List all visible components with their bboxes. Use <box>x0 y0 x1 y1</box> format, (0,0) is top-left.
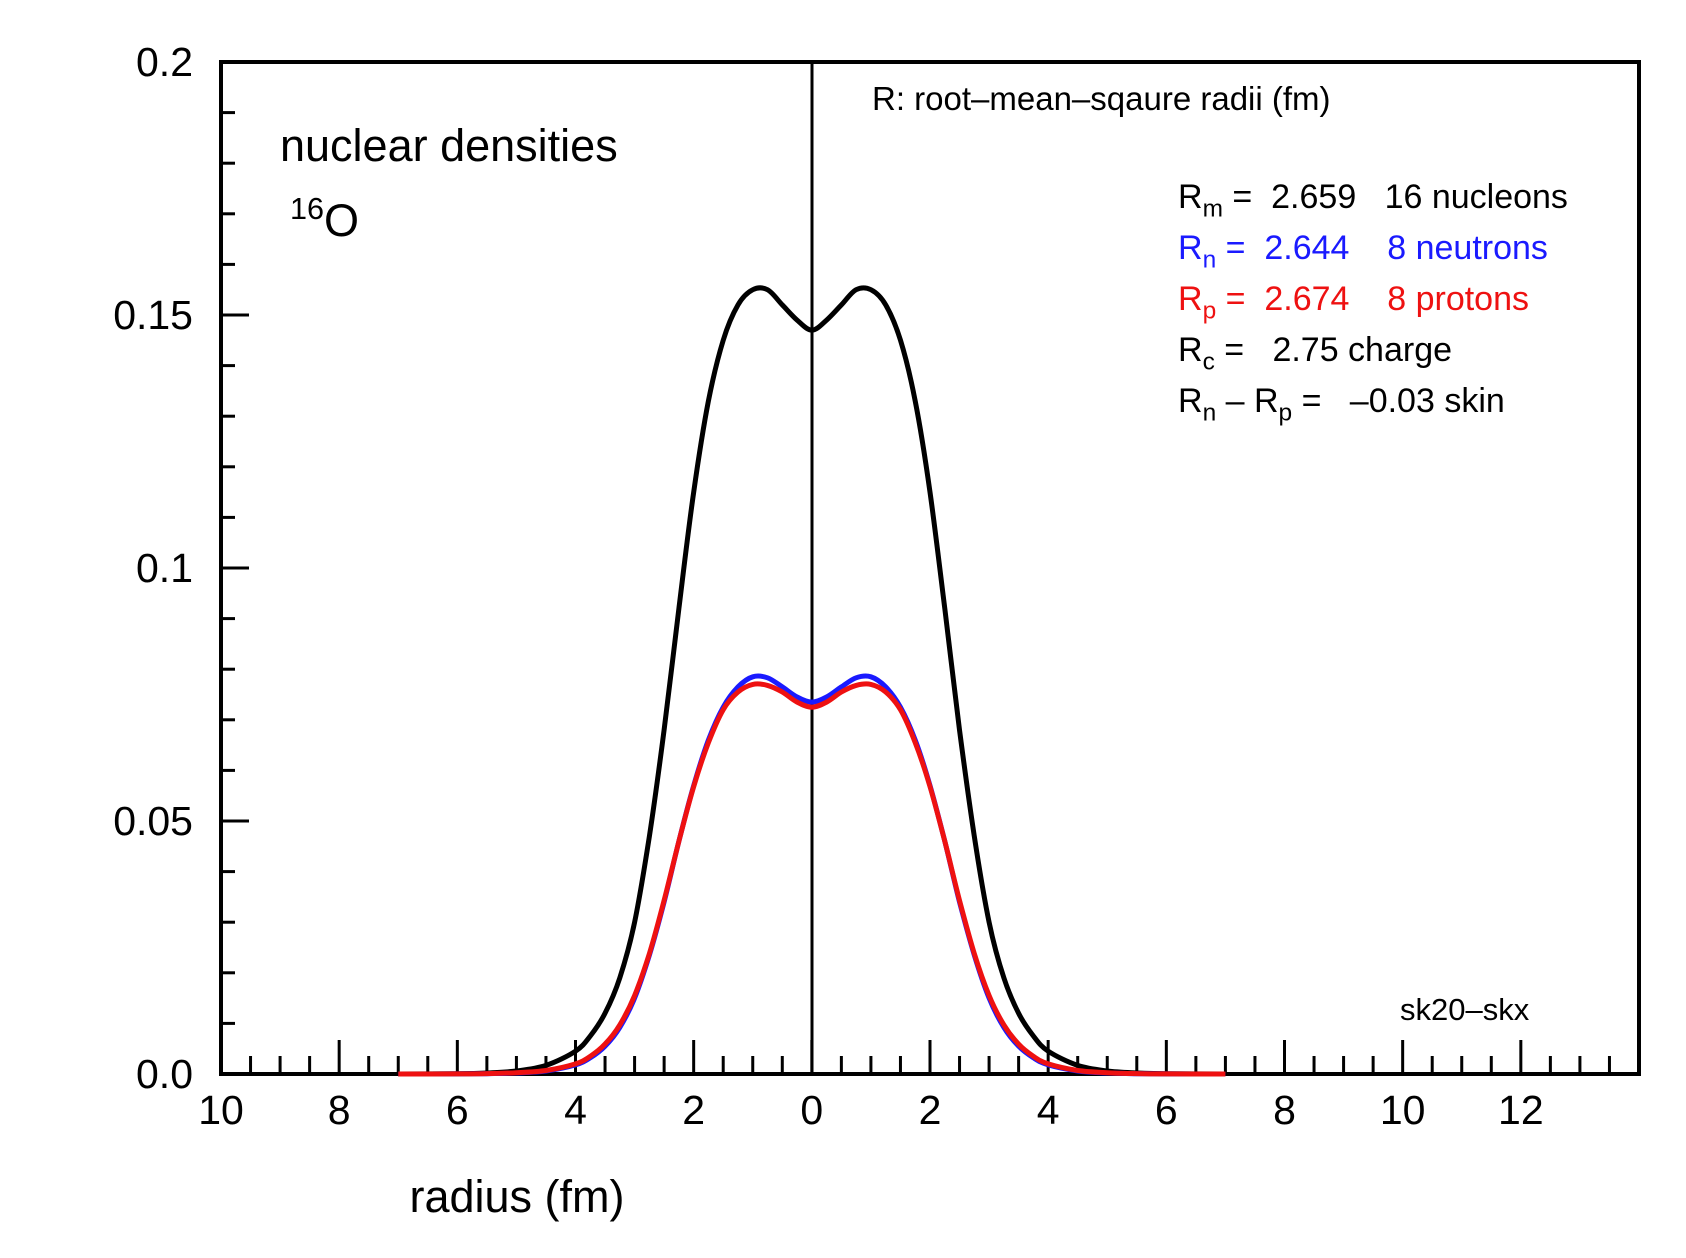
x-tick-label: 12 <box>1498 1087 1544 1133</box>
series-layer <box>398 285 1226 1077</box>
legend-symbol-2: R <box>1253 382 1279 420</box>
x-tick-label: 6 <box>446 1087 469 1133</box>
legend-symbol: R <box>1178 280 1203 318</box>
legend-subscript: c <box>1202 348 1215 376</box>
nucleus-symbol: O <box>324 194 360 246</box>
x-tick-label: 10 <box>198 1087 244 1133</box>
legend-header: R: root–mean–sqaure radii (fm) <box>872 80 1331 117</box>
legend-row-protons: Rp = 2.674 8 protons <box>1178 280 1529 326</box>
series-line-8-protons <box>398 681 1226 1077</box>
nucleus-mass-number: 16 <box>290 192 325 226</box>
x-tick-label: 2 <box>682 1087 705 1133</box>
footnote-label: sk20–skx <box>1400 992 1530 1027</box>
legend-row-nucleons: Rm = 2.659 16 nucleons <box>1178 178 1568 224</box>
chart-title: nuclear densities <box>280 120 618 171</box>
series-line-16-nucleons <box>398 285 1226 1077</box>
legend-row-charge: Rc = 2.75 charge <box>1178 331 1452 377</box>
nucleus-label: 16O <box>290 192 359 247</box>
y-tick-label: 0.15 <box>113 292 193 338</box>
x-tick-label: 8 <box>328 1087 351 1133</box>
x-axis-title: radius (fm) <box>409 1171 624 1222</box>
x-tick-label: 8 <box>1273 1087 1296 1133</box>
legend-symbol: R <box>1178 331 1203 369</box>
legend-text-2: = –0.03 skin <box>1292 382 1505 420</box>
legend-subscript: m <box>1202 195 1223 223</box>
y-tick-label: 0.05 <box>113 798 193 844</box>
legend-text: = 2.644 8 neutrons <box>1216 229 1548 267</box>
legend-symbol: R <box>1178 178 1203 216</box>
y-tick-label: 0.0 <box>136 1051 193 1097</box>
legend-text: = 2.674 8 protons <box>1216 280 1529 318</box>
legend-subscript: n <box>1202 399 1217 427</box>
legend-text: = 2.659 16 nucleons <box>1222 178 1568 216</box>
y-tick-label: 0.1 <box>136 545 193 591</box>
legend-subscript: n <box>1202 246 1217 274</box>
x-tick-label: 4 <box>1037 1087 1060 1133</box>
legend-symbol: R <box>1178 382 1203 420</box>
x-tick-label: 0 <box>800 1087 823 1133</box>
legend-row-skin: Rn – Rp = –0.03 skin <box>1178 382 1505 428</box>
legend-text: – <box>1216 382 1254 420</box>
legend-row-neutrons: Rn = 2.644 8 neutrons <box>1178 229 1548 275</box>
legend-subscript: p <box>1202 297 1217 325</box>
x-tick-label: 2 <box>919 1087 942 1133</box>
y-tick-label: 0.2 <box>136 39 193 85</box>
x-tick-label: 6 <box>1155 1087 1178 1133</box>
legend-subscript-2: p <box>1278 399 1293 427</box>
x-tick-label: 10 <box>1380 1087 1426 1133</box>
legend-text: = 2.75 charge <box>1214 331 1453 369</box>
x-tick-label: 4 <box>564 1087 587 1133</box>
axis-tick-labels: 10 8 6 4 2 0 2 4 6 8 10 12 0.0 0.05 0.1 0.15 0.2 <box>113 39 1543 1133</box>
legend-symbol: R <box>1178 229 1203 267</box>
